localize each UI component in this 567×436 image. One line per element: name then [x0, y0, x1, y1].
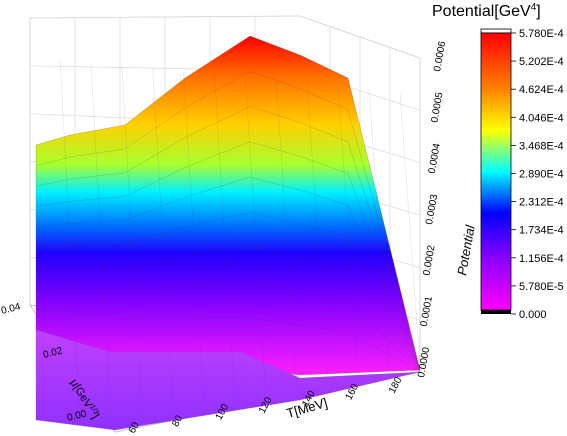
z-tick-label: 0.0006 [432, 40, 448, 72]
colorbar-labels: 5.780E-4 5.202E-4 4.624E-4 4.046E-4 3.468E-4… [511, 28, 564, 321]
mesh-line [183, 71, 204, 401]
colorbar-label: 1.156E-4 [519, 253, 564, 265]
x-ticks: 60 80 100 120 140 160 180 [127, 375, 405, 435]
mesh-line [59, 59, 81, 421]
mesh-line [368, 89, 390, 371]
z-tick-label: 0.0000 [416, 346, 432, 378]
z-tick-label: 0.0002 [421, 244, 437, 276]
surface-low-face [35, 329, 421, 431]
mesh-line [338, 86, 359, 376]
z-tick-label: 0.0005 [429, 91, 445, 123]
mesh-line [35, 176, 421, 371]
colorbar-label: 2.312E-4 [519, 197, 564, 209]
mesh-line [35, 106, 421, 371]
colorbar-label: 1.734E-4 [519, 225, 564, 237]
mesh-line [399, 92, 421, 366]
colorbar-label: 5.202E-4 [519, 56, 564, 68]
colorbar-label: 2.890E-4 [519, 169, 564, 181]
y-tick-label: 0.02 [42, 345, 64, 360]
mesh-line [245, 77, 266, 391]
potential-surface [35, 35, 421, 431]
mesh-line [90, 62, 112, 416]
y-tick-label: 0.00 [66, 408, 88, 423]
colorbar-label: 4.046E-4 [519, 112, 564, 124]
z-axis-label: Potential [454, 223, 478, 277]
colorbar-cap-top [480, 28, 512, 34]
x-tick-label: 80 [170, 413, 185, 428]
z-tick-label: 0.0004 [427, 142, 443, 174]
colorbar-label: 5.780E-5 [519, 281, 564, 293]
mesh-line [276, 80, 297, 386]
colorbar-label: 4.624E-4 [519, 84, 564, 96]
y-tick-label: 0.04 [0, 301, 22, 316]
colorbar-label: 0.000 [519, 309, 547, 321]
mesh-line [35, 282, 421, 372]
colorbar-cap-bottom [481, 310, 511, 314]
z-tick-label: 0.0003 [424, 193, 440, 225]
mesh-line [35, 71, 421, 371]
z-tick-label: 0.0001 [419, 295, 435, 327]
colorbar: Potential[GeV4] 5.780E-4 5.202E-4 4.624E-4… [432, 2, 564, 321]
surface-mesh [35, 59, 421, 421]
colorbar-gradient [480, 32, 512, 311]
mesh-line [307, 83, 328, 381]
mesh-line [35, 212, 421, 372]
mesh-line [35, 309, 421, 372]
mesh-line [214, 74, 235, 396]
colorbar-title: Potential[GeV4] [432, 2, 541, 20]
mesh-line [35, 141, 421, 371]
mesh-line [121, 65, 142, 411]
z-ticks: 0.0000 0.0001 0.0002 0.0003 0.0004 0.0005 0.00… [416, 40, 448, 378]
x-tick-label: 60 [127, 420, 142, 435]
mesh-line [152, 68, 173, 406]
mesh-line [35, 247, 421, 372]
y-ticks: 0.00 0.02 0.04 [0, 301, 88, 423]
colorbar-label: 3.468E-4 [519, 140, 564, 152]
colorbar-label: 5.780E-4 [519, 28, 564, 40]
